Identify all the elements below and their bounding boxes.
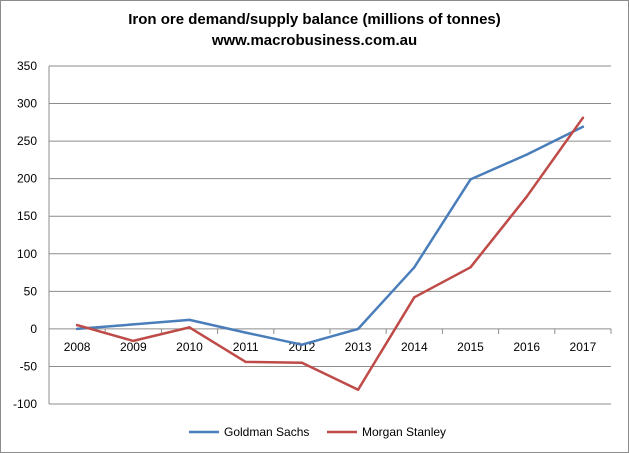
data-point [525, 153, 528, 156]
data-point [413, 296, 416, 299]
data-point [356, 388, 360, 391]
data-point [581, 125, 585, 129]
chart-subtitle: www.macrobusiness.com.au [211, 32, 418, 49]
y-tick-label: 0 [30, 322, 37, 336]
data-point [300, 343, 304, 346]
data-point [75, 323, 79, 327]
data-point [244, 360, 247, 364]
y-tick-label: 100 [17, 247, 37, 261]
x-tick-label: 2011 [233, 340, 259, 354]
y-tick-label: 150 [17, 209, 37, 223]
x-tick-label: 2013 [345, 340, 372, 354]
data-point [469, 178, 472, 181]
y-axis-ticks: -100 -50 0 50 100 150 200 250 300 350 [13, 59, 37, 411]
data-point [581, 116, 585, 120]
series-line-morgan-stanley [75, 116, 585, 391]
x-tick-label: 2010 [176, 340, 203, 354]
x-tick-label: 2008 [64, 340, 91, 354]
x-tick-label: 2009 [120, 340, 147, 354]
y-tick-label: 300 [17, 97, 37, 111]
data-point [413, 266, 416, 269]
y-tick-label: 50 [24, 284, 38, 298]
series-lines [75, 116, 585, 391]
x-tick-label: 2015 [457, 340, 484, 354]
data-point [132, 323, 135, 326]
y-tick-label: 250 [17, 134, 37, 148]
series-line-goldman-sachs [75, 125, 585, 346]
legend: Goldman Sachs Morgan Stanley [189, 425, 446, 439]
chart-title: Iron ore demand/supply balance (millions… [128, 11, 501, 28]
data-point [300, 361, 304, 364]
y-tick-label: 200 [17, 172, 37, 186]
y-tick-label: -100 [13, 397, 37, 411]
data-point [132, 339, 135, 343]
legend-label: Morgan Stanley [362, 425, 446, 439]
data-point [525, 195, 528, 198]
data-point [188, 318, 191, 322]
x-tick-label: 2016 [513, 340, 540, 354]
legend-label: Goldman Sachs [224, 425, 309, 439]
x-tick-label: 2017 [570, 340, 597, 354]
data-point [244, 331, 247, 334]
y-tick-label: 350 [17, 59, 37, 73]
data-point [188, 326, 191, 329]
data-point [469, 266, 472, 269]
data-point [356, 327, 360, 331]
y-tick-label: -50 [20, 359, 38, 373]
x-tick-label: 2014 [401, 340, 428, 354]
data-point [75, 327, 79, 331]
